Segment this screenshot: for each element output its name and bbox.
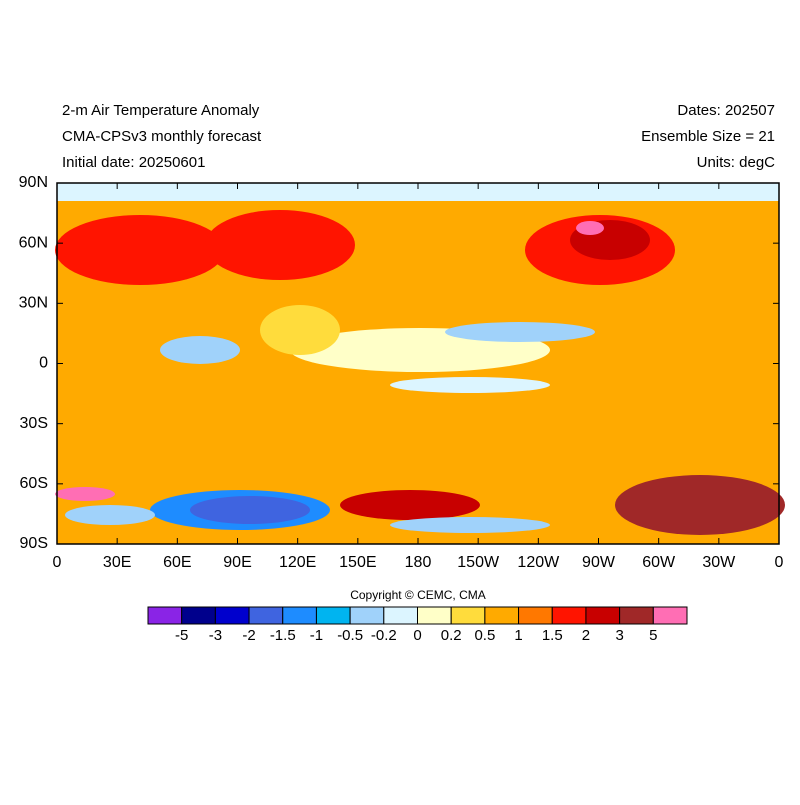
field-patch bbox=[205, 210, 355, 280]
lat-label: 0 bbox=[39, 355, 48, 372]
field-patch bbox=[190, 496, 310, 524]
colorbar-box bbox=[349, 606, 385, 625]
colorbar-box bbox=[551, 606, 587, 625]
colorbar-label: -1 bbox=[310, 627, 323, 644]
header-right: Units: degC bbox=[697, 154, 776, 171]
lon-label: 150W bbox=[457, 554, 500, 571]
colorbar-box bbox=[147, 606, 183, 625]
field-patch bbox=[340, 490, 480, 520]
lon-label: 30W bbox=[702, 554, 736, 571]
colorbar-box bbox=[248, 606, 284, 625]
colorbar-label: 5 bbox=[649, 627, 657, 644]
colorbar-box bbox=[214, 606, 250, 625]
colorbar-label: 2 bbox=[582, 627, 590, 644]
field-patch bbox=[65, 505, 155, 525]
header-left: Initial date: 20250601 bbox=[62, 154, 205, 171]
lat-label: 30S bbox=[20, 415, 48, 432]
colorbar-label: 0.5 bbox=[474, 627, 495, 644]
field-patch bbox=[390, 377, 550, 393]
colorbar-box bbox=[652, 606, 688, 625]
lon-label: 90E bbox=[223, 554, 251, 571]
header-right: Dates: 202507 bbox=[677, 102, 775, 119]
field-patch bbox=[615, 475, 785, 535]
colorbar-label: -5 bbox=[175, 627, 188, 644]
colorbar-box bbox=[181, 606, 216, 625]
header-right: Ensemble Size = 21 bbox=[641, 128, 775, 145]
lat-label: 90S bbox=[20, 535, 48, 552]
copyright: Copyright © CEMC, CMA bbox=[350, 588, 486, 602]
colorbar-label: -3 bbox=[209, 627, 222, 644]
lon-label: 0 bbox=[775, 554, 784, 571]
colorbar-label: -0.5 bbox=[337, 627, 363, 644]
colorbar-box bbox=[484, 606, 520, 625]
colorbar-label: -0.2 bbox=[371, 627, 397, 644]
colorbar-label: 3 bbox=[615, 627, 623, 644]
lon-label: 150E bbox=[339, 554, 376, 571]
colorbar-box bbox=[282, 606, 317, 625]
colorbar-label: -1.5 bbox=[270, 627, 296, 644]
map-axes: 90N 60N 30N 0 30S 60S 90S 0 30E 60E 90E 120E 150E 180… bbox=[19, 174, 784, 571]
colorbar-box bbox=[619, 606, 654, 625]
field-patch bbox=[55, 487, 115, 501]
field-patch bbox=[260, 305, 340, 355]
lon-label: 180 bbox=[405, 554, 432, 571]
header: 2-m Air Temperature Anomaly CMA-CPSv3 mon… bbox=[62, 102, 775, 171]
lon-label: 90W bbox=[582, 554, 616, 571]
colorbar-box bbox=[450, 606, 486, 625]
field-patch bbox=[160, 336, 240, 364]
lat-label: 60N bbox=[19, 234, 48, 251]
field-patch bbox=[445, 322, 595, 342]
colorbar: -5 -3 -2 -1.5 -1 -0.5 -0.2 0 0.2 0.5 1 1.5 2 3 5 bbox=[147, 606, 688, 644]
lon-label: 120E bbox=[279, 554, 316, 571]
lat-label: 90N bbox=[19, 174, 48, 191]
lon-label: 60W bbox=[642, 554, 676, 571]
field-patch bbox=[576, 221, 604, 235]
lon-label: 30E bbox=[103, 554, 131, 571]
colorbar-label: 0 bbox=[413, 627, 421, 644]
lon-label: 0 bbox=[53, 554, 62, 571]
lat-label: 30N bbox=[19, 295, 48, 312]
lat-label: 60S bbox=[20, 475, 48, 492]
header-left: CMA-CPSv3 monthly forecast bbox=[62, 128, 262, 145]
colorbar-box bbox=[585, 606, 621, 625]
lon-label: 120W bbox=[517, 554, 560, 571]
field-patch bbox=[55, 215, 225, 285]
colorbar-box bbox=[315, 606, 351, 625]
map-field bbox=[55, 182, 785, 545]
lon-label: 60E bbox=[163, 554, 191, 571]
colorbar-box bbox=[518, 606, 553, 625]
colorbar-label: 0.2 bbox=[441, 627, 462, 644]
colorbar-label: -2 bbox=[242, 627, 255, 644]
field-patch bbox=[390, 517, 550, 533]
colorbar-box bbox=[417, 606, 452, 625]
colorbar-label: 1 bbox=[514, 627, 522, 644]
colorbar-label: 1.5 bbox=[542, 627, 563, 644]
header-left: 2-m Air Temperature Anomaly bbox=[62, 102, 260, 119]
colorbar-box bbox=[383, 606, 418, 625]
